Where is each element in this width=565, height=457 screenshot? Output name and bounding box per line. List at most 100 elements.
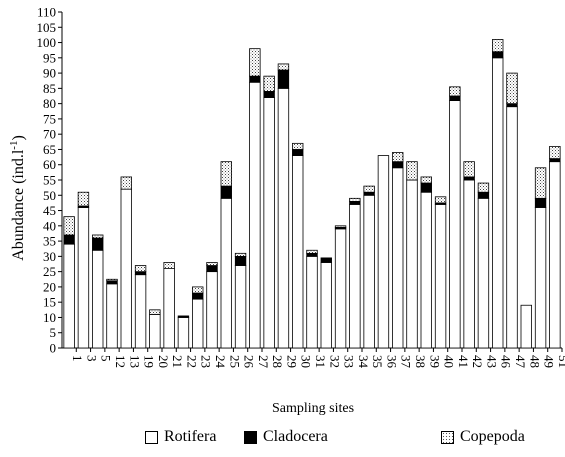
bar-segment-copepoda bbox=[192, 286, 204, 294]
rotifera-swatch bbox=[145, 430, 158, 444]
x-tick-label: 37 bbox=[399, 355, 414, 369]
y-tick-label: 60 bbox=[43, 157, 56, 172]
x-tick-label: 46 bbox=[499, 355, 514, 369]
x-axis-label: Sampling sites bbox=[272, 401, 354, 416]
bar-segment-cladocera bbox=[206, 265, 218, 273]
bar-segment-rotifera bbox=[220, 197, 232, 349]
x-tick-label: 26 bbox=[242, 355, 257, 369]
bar-segment-cladocera bbox=[63, 234, 75, 245]
y-tick-label: 50 bbox=[43, 188, 56, 203]
y-axis-label: Abundance (ind.l-1) bbox=[8, 135, 27, 261]
bar-segment-rotifera bbox=[120, 188, 132, 349]
bar-segment-rotifera bbox=[234, 265, 247, 349]
bar-segment-cladocera bbox=[506, 103, 518, 108]
y-tick-label: 5 bbox=[50, 325, 57, 340]
y-tick-label: 90 bbox=[43, 66, 56, 81]
legend-label-rotifera: Rotifera bbox=[164, 428, 217, 445]
x-tick-label: 29 bbox=[284, 355, 299, 368]
bar-segment-rotifera bbox=[206, 271, 218, 349]
bar-segment-rotifera bbox=[434, 204, 447, 349]
bar-segment-cladocera bbox=[320, 257, 332, 263]
bar-segment-rotifera bbox=[263, 97, 275, 349]
bar-segment-copepoda bbox=[134, 265, 147, 273]
legend-item-rotifera: Rotifera bbox=[145, 428, 216, 446]
y-tick-label: 25 bbox=[43, 264, 56, 279]
x-tick-label: 1 bbox=[70, 355, 85, 362]
bar-segment-rotifera bbox=[134, 274, 147, 349]
legend-label-copepoda: Copepoda bbox=[460, 428, 525, 445]
y-tick-label: 15 bbox=[43, 295, 56, 310]
bar-segment-copepoda bbox=[334, 225, 347, 228]
bar-segment-copepoda bbox=[406, 161, 418, 181]
bar-segment-rotifera bbox=[463, 179, 475, 349]
bar-segment-copepoda bbox=[363, 185, 375, 193]
bar-segment-copepoda bbox=[277, 63, 290, 71]
bar-segment-rotifera bbox=[549, 161, 561, 349]
bar-segment-cladocera bbox=[249, 75, 261, 83]
x-tick-label: 40 bbox=[442, 355, 457, 368]
y-tick-label: 45 bbox=[43, 203, 56, 218]
x-tick-label: 38 bbox=[413, 355, 428, 368]
bar-segment-rotifera bbox=[449, 100, 461, 349]
bar-segment-cladocera bbox=[392, 161, 404, 169]
y-tick-label: 85 bbox=[43, 81, 56, 96]
bar-segment-rotifera bbox=[77, 207, 90, 349]
x-tick-label: 34 bbox=[356, 355, 371, 369]
bar-segment-cladocera bbox=[477, 191, 490, 199]
x-tick-label: 23 bbox=[199, 355, 214, 368]
bar-segment-rotifera bbox=[163, 268, 175, 349]
bar-segment-cladocera bbox=[192, 292, 204, 300]
x-tick-label: 12 bbox=[113, 355, 128, 368]
bar-segment-rotifera bbox=[420, 191, 432, 349]
bar-segment-copepoda bbox=[292, 142, 304, 150]
bar-segment-rotifera bbox=[320, 262, 332, 349]
x-tick-label: 33 bbox=[342, 355, 357, 368]
bar-segment-copepoda bbox=[306, 249, 318, 254]
x-tick-label: 25 bbox=[227, 355, 242, 368]
y-tick-label: 70 bbox=[43, 127, 56, 142]
bar-segment-rotifera bbox=[292, 155, 304, 349]
x-tick-label: 5 bbox=[99, 355, 114, 362]
x-tick-label: 24 bbox=[213, 355, 228, 369]
bar-segment-cladocera bbox=[234, 255, 247, 266]
bar-segment-copepoda bbox=[263, 75, 275, 92]
bar-segment-copepoda bbox=[463, 161, 475, 178]
bar-segment-rotifera bbox=[392, 167, 404, 349]
bar-segment-rotifera bbox=[249, 81, 261, 349]
bar-segment-copepoda bbox=[77, 191, 90, 207]
bar-segment-rotifera bbox=[149, 313, 161, 349]
y-tick-label: 65 bbox=[43, 142, 56, 157]
bar-segment-rotifera bbox=[534, 207, 547, 349]
x-tick-label: 43 bbox=[484, 355, 499, 368]
x-tick-label: 20 bbox=[156, 355, 171, 368]
x-tick-label: 19 bbox=[142, 355, 157, 368]
bar-segment-copepoda bbox=[149, 309, 161, 315]
bar-segment-copepoda bbox=[477, 182, 490, 193]
bar-segment-rotifera bbox=[363, 194, 375, 349]
x-tick-label: 39 bbox=[427, 355, 442, 368]
x-tick-label: 31 bbox=[313, 355, 328, 368]
x-tick-label: 49 bbox=[542, 355, 557, 368]
bar-segment-copepoda bbox=[349, 197, 361, 202]
bar-segment-cladocera bbox=[449, 95, 461, 101]
bar-segment-cladocera bbox=[277, 69, 290, 89]
bar-segment-rotifera bbox=[177, 317, 190, 349]
chart-bars bbox=[63, 39, 561, 349]
copepoda-swatch bbox=[441, 430, 454, 444]
y-tick-label: 105 bbox=[37, 20, 57, 35]
bar-segment-rotifera bbox=[106, 283, 118, 349]
y-tick-label: 40 bbox=[43, 218, 56, 233]
x-tick-label: 42 bbox=[470, 355, 485, 368]
bar-segment-rotifera bbox=[506, 106, 518, 349]
bar-segment-cladocera bbox=[106, 280, 118, 285]
x-tick-label: 32 bbox=[327, 355, 342, 368]
x-tick-label: 22 bbox=[184, 355, 199, 368]
x-tick-label: 30 bbox=[299, 355, 314, 368]
bar-segment-copepoda bbox=[234, 252, 247, 257]
bar-segment-rotifera bbox=[349, 204, 361, 349]
x-tick-label: 51 bbox=[556, 355, 565, 368]
x-tick-label: 3 bbox=[84, 355, 99, 362]
legend-item-cladocera: Cladocera bbox=[244, 428, 328, 446]
y-tick-label: 95 bbox=[43, 50, 56, 65]
bar-segment-copepoda bbox=[434, 196, 447, 204]
